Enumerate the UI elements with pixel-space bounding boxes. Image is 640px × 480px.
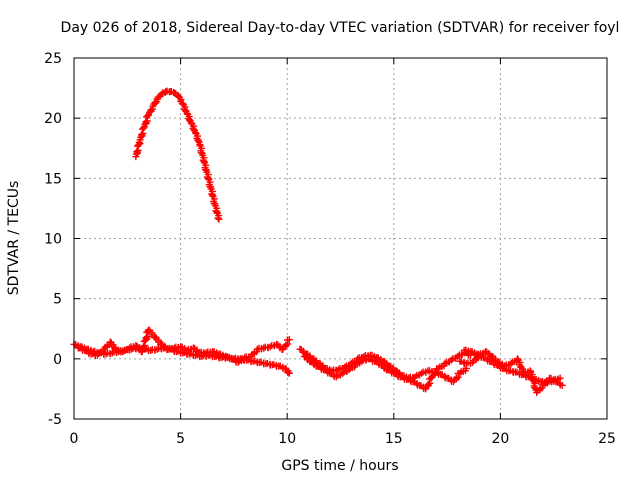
data-point [285,369,293,377]
series-low-6 [456,348,566,397]
data-point [183,346,191,354]
data-point [351,361,359,369]
data-point [418,369,426,377]
y-tick-label: 10 [44,232,62,248]
data-point [520,369,528,377]
data-point [447,356,455,364]
data-point [266,343,274,351]
data-point [501,362,509,370]
data-point [513,355,521,363]
chart-title: Day 026 of 2018, Sidereal Day-to-day VTE… [61,20,620,36]
data-points [70,87,566,397]
x-tick-label: 15 [385,431,403,447]
axis-ticks: 0 5 10 15 20 25 -5 0 5 10 15 20 25 [44,51,616,447]
data-point [358,357,366,365]
data-point [558,381,566,389]
data-point [339,369,347,377]
data-point-fill [142,118,150,126]
x-axis-label: GPS time / hours [281,458,398,474]
data-point-fill [214,214,222,222]
y-tick-label: -5 [48,412,62,428]
data-point [475,351,483,359]
data-point [454,352,462,360]
x-tick-label: 0 [70,431,79,447]
grid [74,58,607,419]
data-point [441,360,449,368]
data-point [215,215,223,223]
data-point [125,344,133,352]
x-tick-label: 20 [491,431,509,447]
y-tick-label: 15 [44,171,62,187]
data-point-fill [138,131,146,139]
x-tick-label: 10 [278,431,296,447]
y-tick-label: 20 [44,111,62,127]
series-low-4 [300,349,475,393]
series-arc-high [132,87,223,223]
x-tick-label: 5 [176,431,185,447]
data-point [157,90,165,98]
data-point [285,336,293,344]
series-low-2 [74,326,293,366]
data-point [119,348,127,356]
data-point [332,373,340,381]
x-tick-label: 25 [598,431,616,447]
y-tick-label: 0 [53,352,62,368]
y-tick-label: 25 [44,51,62,67]
y-tick-label: 5 [53,292,62,308]
y-axis-label: SDTVAR / TECUs [6,181,22,296]
